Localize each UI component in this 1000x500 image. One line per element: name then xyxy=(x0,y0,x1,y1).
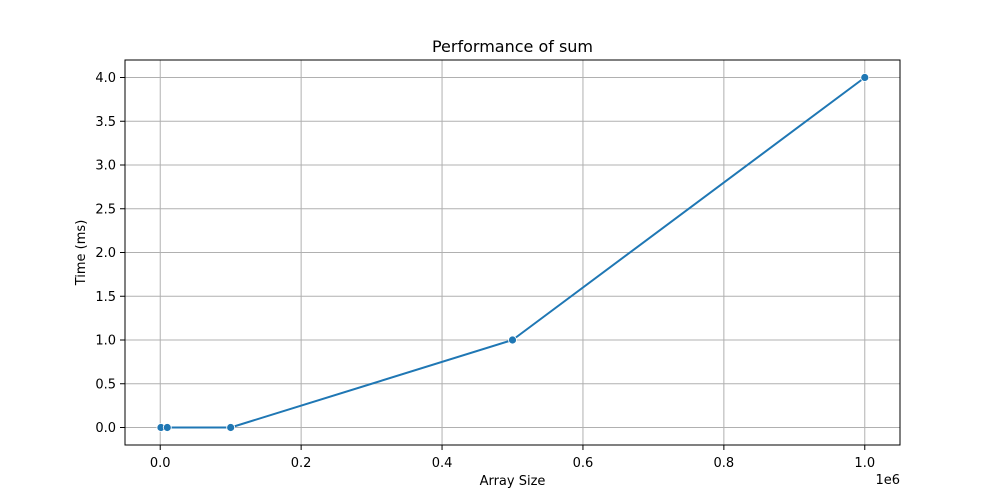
y-tick-label: 1.5 xyxy=(95,290,116,305)
x-tick-label: 0.0 xyxy=(150,456,171,471)
y-tick-label: 2.0 xyxy=(95,246,116,261)
x-axis-offset-text: 1e6 xyxy=(875,473,900,488)
y-tick-label: 0.5 xyxy=(95,377,116,392)
y-tick-label: 2.5 xyxy=(95,202,116,217)
y-tick-label: 0.0 xyxy=(95,421,116,436)
chart-title: Performance of sum xyxy=(432,37,593,56)
y-tick-label: 3.5 xyxy=(95,115,116,130)
x-tick-label: 0.8 xyxy=(714,456,735,471)
data-point xyxy=(508,335,517,345)
x-tick-label: 1.0 xyxy=(854,456,875,471)
data-point xyxy=(162,423,172,432)
x-tick-label: 0.6 xyxy=(573,456,594,471)
data-point xyxy=(860,73,870,82)
x-tick-label: 0.2 xyxy=(291,456,312,471)
series-layer xyxy=(156,73,870,432)
y-tick-label: 3.0 xyxy=(95,159,116,174)
data-point xyxy=(226,423,236,432)
x-tick-label: 0.4 xyxy=(432,456,453,471)
y-axis-ticks: 0.0 0.5 1.0 1.5 2.0 2.5 3.0 3.5 4.0 xyxy=(95,71,125,436)
x-axis-label: Array Size xyxy=(480,474,546,489)
y-tick-label: 1.0 xyxy=(95,334,116,349)
x-axis-ticks: 0.0 0.2 0.4 0.6 0.8 1.0 xyxy=(150,445,875,471)
grid xyxy=(125,60,900,445)
y-axis-label: Time (ms) xyxy=(74,220,89,287)
y-tick-label: 4.0 xyxy=(95,71,116,86)
